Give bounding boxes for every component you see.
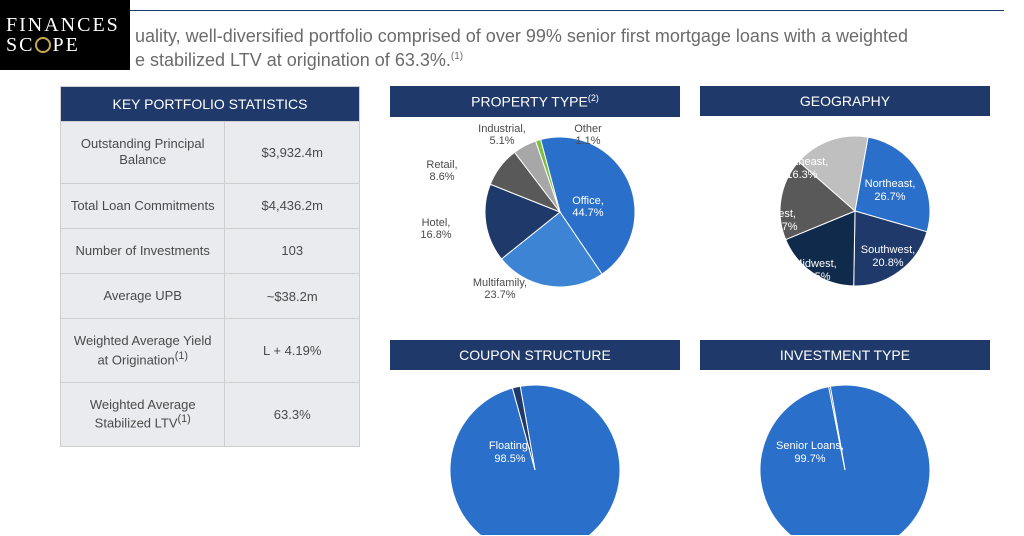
stat-value: L + 4.19% (225, 319, 360, 383)
brand-logo: FINANCES SCPE (0, 0, 130, 70)
pie-slice-label: Industrial,5.1% (478, 123, 526, 148)
chart-investment-type: INVESTMENT TYPE Senior Loans,99.7% (700, 340, 990, 535)
chart-title: GEOGRAPHY (700, 86, 990, 116)
pie-slice-label: Senior Loans,99.7% (776, 440, 844, 465)
pie-slice-label: West,17.7% (766, 208, 797, 233)
pie-investment: Senior Loans,99.7% (700, 370, 990, 535)
key-stats-table: KEY PORTFOLIO STATISTICS Outstanding Pri… (60, 86, 360, 447)
chart-title: PROPERTY TYPE(2) (390, 86, 680, 117)
stat-label: Weighted Average Stabilized LTV(1) (61, 383, 225, 447)
header-divider (130, 10, 1004, 11)
stat-value: $3,932.4m (225, 122, 360, 184)
pie-slice-label: Multifamily,23.7% (473, 277, 527, 302)
stat-label: Number of Investments (61, 228, 225, 273)
chart-title: INVESTMENT TYPE (700, 340, 990, 370)
pie-slice-label: Retail,8.6% (426, 159, 457, 184)
pie-slice-label: Hotel,16.8% (420, 217, 451, 242)
stats-header: KEY PORTFOLIO STATISTICS (61, 87, 360, 122)
table-row: Number of Investments103 (61, 228, 360, 273)
pie-coupon: Floating,98.5% (390, 370, 680, 535)
stat-value: 63.3% (225, 383, 360, 447)
stat-value: $4,436.2m (225, 183, 360, 228)
stat-label: Outstanding Principal Balance (61, 122, 225, 184)
pie-slice-label: Midwest,18.5% (793, 258, 836, 283)
stat-value: ~$38.2m (225, 274, 360, 319)
pie-slice-label: Other1.1% (574, 123, 602, 148)
pie-slice (450, 385, 620, 535)
pie-slice-label: Office,44.7% (572, 195, 604, 220)
pie-slice-label: Floating,98.5% (489, 440, 531, 465)
stat-label: Total Loan Commitments (61, 183, 225, 228)
logo-line2: SCPE (6, 35, 130, 55)
pie-geography: Northeast,26.7% Southwest,20.8% Midwest,18… (700, 116, 990, 306)
stat-label: Average UPB (61, 274, 225, 319)
table-row: Outstanding Principal Balance$3,932.4m (61, 122, 360, 184)
stat-label: Weighted Average Yield at Origination(1) (61, 319, 225, 383)
chart-property-type: PROPERTY TYPE(2) Office,44.7% Multifamily… (390, 86, 680, 307)
chart-title: COUPON STRUCTURE (390, 340, 680, 370)
pie-property: Office,44.7% Multifamily,23.7% Hotel,16.8%… (390, 117, 680, 307)
table-row: Weighted Average Yield at Origination(1)… (61, 319, 360, 383)
logo-line1: FINANCES (6, 15, 130, 35)
chart-geography: GEOGRAPHY Northeast,26.7% Southwest,20.8%… (700, 86, 990, 306)
compass-icon (35, 37, 51, 53)
table-row: Average UPB~$38.2m (61, 274, 360, 319)
pie-slice-label: Northeast,26.7% (865, 178, 916, 203)
table-row: Weighted Average Stabilized LTV(1)63.3% (61, 383, 360, 447)
chart-coupon-structure: COUPON STRUCTURE Floating,98.5% (390, 340, 680, 535)
pie-slice-label: Southeast,16.3% (776, 156, 829, 181)
pie-slice-label: Southwest,20.8% (861, 244, 915, 269)
intro-text: uality, well-diversified portfolio compr… (135, 24, 994, 73)
stat-value: 103 (225, 228, 360, 273)
table-row: Total Loan Commitments$4,436.2m (61, 183, 360, 228)
